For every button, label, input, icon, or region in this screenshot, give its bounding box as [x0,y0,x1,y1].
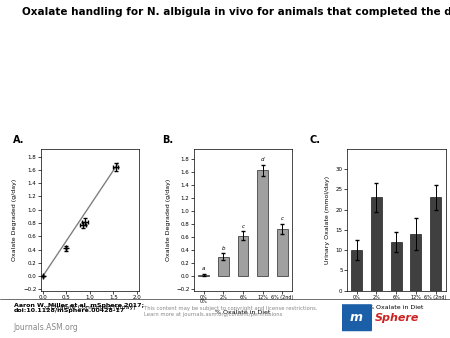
Bar [430,197,441,291]
Bar [391,242,401,291]
Bar [351,250,362,291]
Text: A.: A. [13,135,24,145]
Text: This content may be subject to copyright and license restrictions.
Learn more at: This content may be subject to copyright… [144,306,318,317]
Bar [277,229,288,276]
X-axis label: % Oxalate in Diet: % Oxalate in Diet [215,310,271,315]
X-axis label: % Oxalate in Diet: % Oxalate in Diet [369,306,424,310]
Text: c: c [281,216,284,221]
X-axis label: g Oxalate Consumed (g/day): g Oxalate Consumed (g/day) [45,306,135,310]
Text: Aaron W. Miller et al. mSphere 2017;
doi:10.1128/mSphere.00428-17: Aaron W. Miller et al. mSphere 2017; doi… [14,303,144,313]
Text: Oxalate handling for N. albigula in vivo for animals that completed the diet tri: Oxalate handling for N. albigula in vivo… [22,7,450,17]
Text: B.: B. [162,135,173,145]
Text: d: d [261,158,265,163]
Text: a: a [202,266,205,271]
Text: b: b [221,246,225,251]
FancyBboxPatch shape [341,304,372,331]
Bar [257,170,268,276]
Text: C.: C. [309,135,320,145]
Bar [371,197,382,291]
Bar [238,236,248,276]
Text: m: m [350,311,363,324]
Y-axis label: Oxalate Degraded (g/day): Oxalate Degraded (g/day) [13,178,18,261]
Text: Journals.ASM.org: Journals.ASM.org [14,323,78,332]
Text: c: c [242,223,244,228]
Bar [410,234,421,291]
Y-axis label: Oxalate Degraded (g/day): Oxalate Degraded (g/day) [166,178,171,261]
Text: Sphere: Sphere [375,313,419,323]
Bar [218,257,229,276]
Bar [198,275,209,276]
Y-axis label: Urinary Oxalate (mmol/day): Urinary Oxalate (mmol/day) [325,176,330,264]
